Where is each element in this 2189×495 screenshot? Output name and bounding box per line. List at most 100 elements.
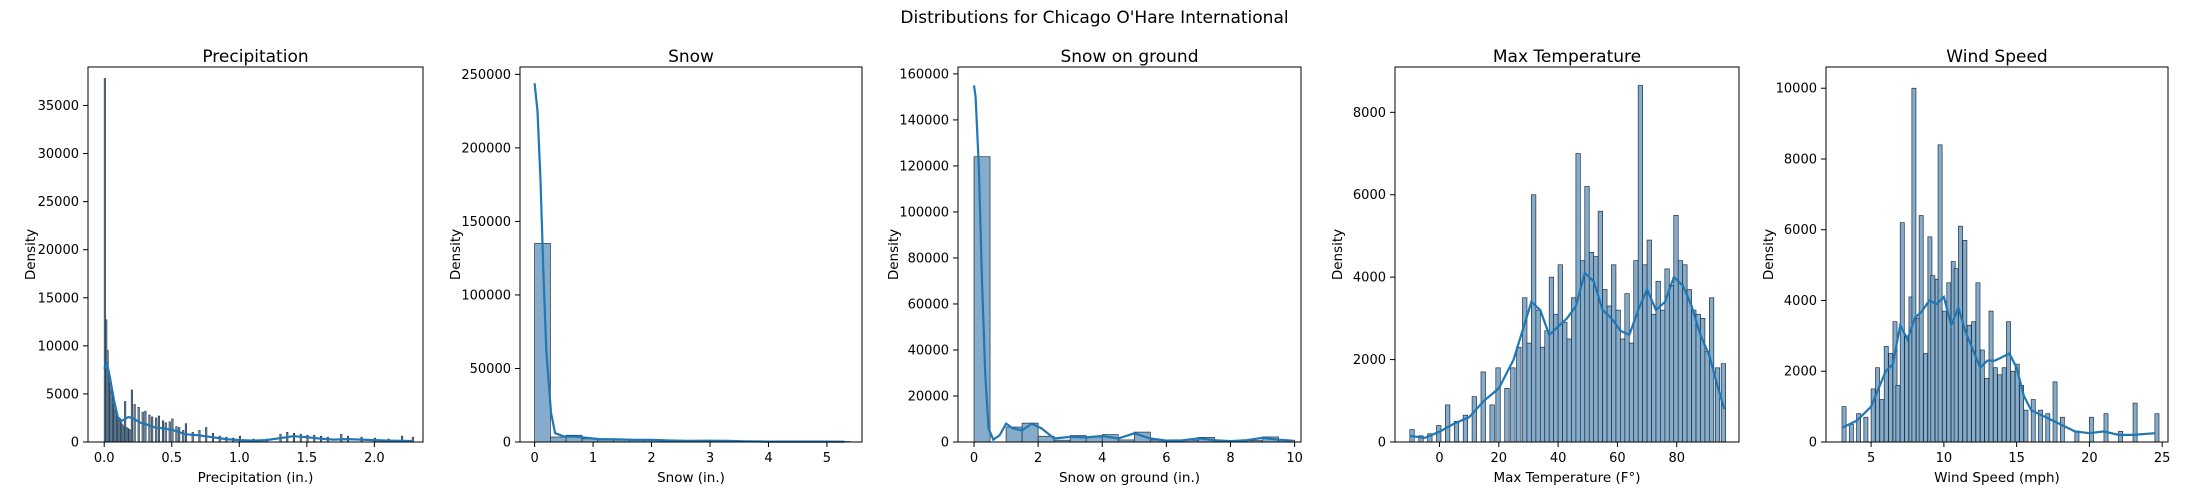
histogram-bar: [1453, 421, 1460, 443]
y-tick-label: 15000: [38, 291, 79, 306]
kde-line: [533, 83, 845, 443]
y-tick-label: 50000: [470, 362, 511, 377]
histogram-bar: [1471, 396, 1477, 443]
x-tick-label: 60: [1609, 451, 1626, 466]
chart-title: Snow on ground: [1060, 47, 1198, 67]
histogram-bar: [1704, 350, 1710, 443]
kde-line: [103, 359, 413, 443]
histogram-bar: [1628, 342, 1635, 443]
y-tick-label: 35000: [38, 99, 79, 114]
y-tick-label: 5000: [46, 387, 79, 402]
y-tick-label: 160000: [899, 67, 949, 82]
histogram-bar: [2023, 409, 2029, 443]
y-tick-label: 100000: [899, 205, 949, 220]
histogram-bar: [1958, 225, 1963, 443]
x-tick-label: 2: [647, 451, 655, 466]
histogram-bar: [182, 430, 185, 443]
histogram-bar: [1548, 276, 1555, 443]
x-tick-label: 0.5: [161, 451, 182, 466]
histogram-bar: [2052, 381, 2058, 443]
histogram-bar: [1895, 385, 1901, 443]
y-axis-label: Density: [1330, 229, 1346, 280]
histogram-bar: [1942, 310, 1947, 443]
y-tick-label: 10000: [38, 339, 79, 354]
histogram-bar: [2030, 399, 2036, 443]
x-tick-label: 0: [530, 451, 538, 466]
histogram-bar: [550, 436, 567, 443]
histogram-bar: [175, 426, 178, 443]
histogram-bar: [1841, 406, 1847, 443]
histogram-bar: [1553, 313, 1559, 443]
histogram-bar: [411, 436, 414, 443]
histogram-bar: [1562, 322, 1568, 443]
histogram-bar: [1544, 330, 1550, 443]
y-tick-label: 60000: [908, 297, 949, 312]
histogram-bar: [1879, 399, 1885, 443]
histogram-bar: [1904, 335, 1910, 443]
y-tick-label: 6000: [1784, 223, 1817, 238]
y-tick-label: 40000: [908, 343, 949, 358]
histogram-bar: [161, 420, 164, 443]
x-tick-label: 25: [2154, 451, 2171, 466]
x-tick-label: 80: [1668, 451, 1685, 466]
y-tick-label: 30000: [38, 147, 79, 162]
histogram-bar: [340, 433, 343, 443]
histogram-bar: [1993, 367, 1998, 443]
x-tick-label: 1: [589, 451, 597, 466]
chart-panel-5: 5 10 15 20 25 0 2000 4000 6000 8000 10000 Wind Spee…: [1761, 47, 2170, 486]
histogram-bar: [1691, 309, 1697, 443]
histogram-bar: [299, 433, 302, 443]
histogram-bar: [164, 422, 167, 443]
histogram-bar: [2006, 321, 2011, 443]
kde-line: [1841, 294, 2155, 436]
x-tick-label: 40: [1550, 451, 1567, 466]
histogram-bar: [1516, 346, 1522, 443]
figure-title: Distributions for Chicago O'Hare Interna…: [900, 8, 1289, 28]
y-tick-label: 8000: [1353, 106, 1386, 121]
histogram-bar: [2074, 431, 2080, 443]
x-axis-label: Snow on ground (in.): [1059, 470, 1200, 486]
histogram-bar: [151, 416, 154, 443]
x-tick-label: 2: [1034, 451, 1042, 466]
histogram-bar: [148, 414, 151, 443]
histogram-bar: [2132, 402, 2138, 443]
histogram-bar: [1566, 338, 1572, 443]
histogram-bar: [1611, 264, 1617, 443]
histogram-bar: [141, 411, 144, 443]
histogram-bar: [1971, 321, 1976, 443]
histogram-bar: [1531, 194, 1537, 443]
histogram-bar: [1646, 239, 1652, 443]
x-tick-label: 0.0: [94, 451, 115, 466]
y-tick-label: 20000: [908, 389, 949, 404]
y-axis-label: Density: [448, 229, 464, 280]
x-tick-label: 2.0: [364, 451, 385, 466]
histogram-bar: [1620, 338, 1626, 443]
y-tick-label: 2000: [1784, 365, 1817, 380]
y-axis-label: Density: [1761, 229, 1777, 280]
x-tick-label: 5: [1867, 451, 1875, 466]
y-tick-label: 250000: [461, 68, 511, 83]
y-tick-label: 0: [941, 436, 949, 451]
y-tick-label: 2000: [1353, 353, 1386, 368]
y-tick-label: 80000: [908, 251, 949, 266]
histogram-bar: [155, 417, 158, 443]
histogram-bar: [1677, 260, 1684, 443]
y-tick-label: 0: [503, 436, 511, 451]
y-tick-label: 6000: [1353, 188, 1386, 203]
histogram-bar: [1953, 268, 1959, 443]
x-axis-label: Precipitation (in.): [198, 470, 314, 486]
x-tick-label: 6: [1162, 451, 1170, 466]
histogram-bar: [1875, 367, 1880, 443]
x-tick-label: 10: [1936, 451, 1953, 466]
histogram-bar: [1848, 423, 1854, 443]
chart-title: Snow: [668, 47, 714, 67]
chart-panel-4: 0 20 40 60 80 0 2000 4000 6000 8000 Max Temperatur…: [1330, 47, 1740, 486]
histogram-bar: [1923, 353, 1928, 443]
histogram-bar: [1637, 85, 1643, 443]
y-tick-label: 0: [71, 436, 79, 451]
x-tick-label: 4: [1098, 451, 1106, 466]
histogram-bar: [2010, 370, 2016, 443]
histogram-bar: [292, 432, 296, 443]
plot-frame: [957, 66, 1302, 443]
